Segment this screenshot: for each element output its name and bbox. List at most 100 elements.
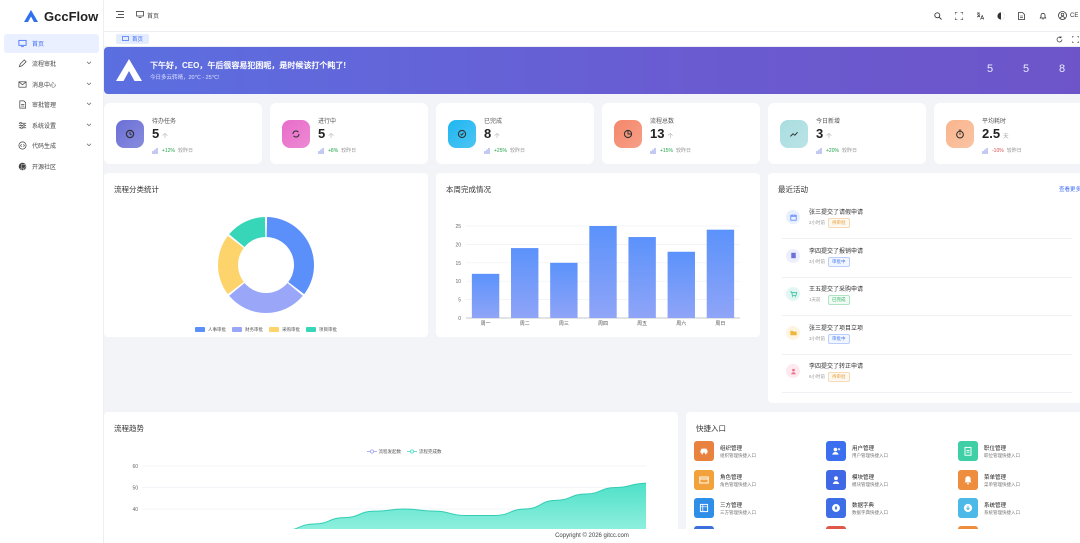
- donut-legend: 人事审批 财务审批 采购审批 项目审批: [104, 319, 428, 337]
- mail-icon: [18, 80, 27, 89]
- legend-item[interactable]: 人事审批: [195, 327, 226, 333]
- view-more-link[interactable]: 查看更多: [1059, 187, 1080, 193]
- chevron-down-icon[interactable]: [85, 80, 93, 90]
- y-tick-label: 60: [132, 464, 138, 470]
- breadcrumb-icon: [136, 11, 144, 20]
- bar[interactable]: [550, 262, 578, 318]
- legend-item[interactable]: 项目审批: [306, 327, 337, 333]
- sidebar-item-5[interactable]: 代码生成: [4, 136, 99, 155]
- quick-link[interactable]: 菜单管理 菜单管理快捷入口: [958, 469, 1078, 492]
- activity-time: 2小时前: [809, 220, 826, 225]
- chevron-down-icon[interactable]: [85, 100, 93, 110]
- activity-item[interactable]: 王五提交了采购申请 1天前 已完成: [782, 278, 1072, 316]
- clipboard-icon: [958, 441, 978, 461]
- quick-link-partial[interactable]: [826, 526, 846, 529]
- sidebar-item-6[interactable]: 开源社区: [4, 157, 99, 176]
- tab-home[interactable]: 首页: [116, 34, 150, 44]
- quick-desc: 组织管理快捷入口: [720, 453, 756, 458]
- refresh-icon[interactable]: [1054, 34, 1064, 44]
- bar[interactable]: [589, 226, 617, 318]
- quick-link[interactable]: 组织管理 组织管理快捷入口: [694, 441, 814, 463]
- legend-item[interactable]: 流程发起数: [366, 449, 401, 455]
- greeting-text: 下午好，CEO，午后很容易犯困呢，是时候该打个盹了!: [150, 61, 346, 70]
- activity-item[interactable]: 张三提交了请假申请 2小时前 待审批: [782, 201, 1072, 239]
- quick-link[interactable]: 职位管理 职位管理快捷入口: [958, 441, 1078, 463]
- sidebar-menu: 首页 流程审批消息中心审批管理系统设置 代码生成开源社区: [0, 33, 103, 176]
- status-badge: 已完成: [828, 295, 850, 305]
- chevron-down-icon[interactable]: [85, 59, 93, 69]
- x-tick-label: 周日: [715, 321, 725, 327]
- car-icon: [694, 441, 714, 461]
- donut-slice[interactable]: [229, 217, 266, 248]
- user-icon[interactable]: CE: [1058, 10, 1080, 21]
- stat-value: 13 个: [650, 126, 673, 141]
- donut-slice[interactable]: [218, 235, 244, 295]
- activity-item[interactable]: 张三提交了项目立项 3小时前 审批中: [782, 317, 1072, 355]
- chevron-down-icon[interactable]: [85, 121, 93, 131]
- sidebar-item-0[interactable]: 首页: [4, 33, 99, 53]
- folder-icon: [786, 325, 800, 340]
- document-icon: [18, 100, 27, 109]
- user-label[interactable]: CE: [1070, 12, 1079, 19]
- stat-title: 平均耗时: [982, 119, 1007, 125]
- document-icon[interactable]: [1016, 10, 1027, 21]
- bar[interactable]: [471, 273, 500, 318]
- quick-link-partial[interactable]: [958, 526, 978, 529]
- github-icon: [18, 162, 27, 171]
- activity-item[interactable]: 李四提交了报销申请 3小时前 审批中: [782, 240, 1072, 278]
- quick-link[interactable]: 系统管理 系统管理快捷入口: [958, 498, 1078, 520]
- bar[interactable]: [706, 229, 735, 318]
- receipt-icon: [786, 248, 800, 263]
- bell-icon[interactable]: [1037, 10, 1048, 21]
- bar[interactable]: [628, 237, 656, 318]
- theme-icon[interactable]: [995, 10, 1006, 21]
- sidebar-item-label: 消息中心: [32, 82, 57, 89]
- legend-item[interactable]: 财务审批: [232, 327, 263, 333]
- stat-card[interactable]: 平均耗时 2.5 天 -10% 较昨日: [934, 103, 1080, 164]
- expand-icon[interactable]: [1070, 34, 1080, 44]
- donut-slice[interactable]: [229, 282, 303, 313]
- y-tick-label: 25: [455, 224, 461, 230]
- series-line[interactable]: [284, 482, 647, 529]
- donut-slice[interactable]: [266, 217, 314, 295]
- fullscreen-icon[interactable]: [953, 10, 964, 21]
- x-tick-label: 周四: [598, 321, 608, 327]
- logo[interactable]: GccFlow: [0, 0, 103, 32]
- x-tick-label: 周一: [481, 321, 491, 327]
- quick-title: 职位管理: [984, 446, 1007, 452]
- activity-panel: 最近活动 查看更多 张三提交了请假申请 2小时前 待审批 李四提交了报销申请 3…: [768, 173, 1080, 403]
- activity-item[interactable]: 李四提交了转正申请 6小时前 待审批: [782, 355, 1072, 393]
- quick-link[interactable]: 数据字典 数据字典快捷入口: [826, 498, 946, 520]
- breadcrumb[interactable]: 首页: [147, 14, 160, 20]
- y-tick-label: 20: [455, 242, 461, 248]
- quick-link[interactable]: 角色管理 角色管理快捷入口: [694, 469, 814, 492]
- legend-item[interactable]: 采购审批: [269, 327, 300, 333]
- panel-title: 流程趋势: [114, 424, 144, 433]
- legend-item[interactable]: 流程完成数: [407, 449, 442, 455]
- quick-title: 数据字典: [852, 503, 875, 509]
- quick-link-partial[interactable]: [694, 526, 714, 529]
- sidebar-item-4[interactable]: 系统设置: [4, 116, 99, 135]
- quick-link[interactable]: 三方管理 三方管理快捷入口: [694, 498, 814, 520]
- sidebar-item-2[interactable]: 消息中心: [4, 75, 99, 94]
- search-icon[interactable]: [932, 10, 943, 21]
- bar[interactable]: [511, 248, 539, 318]
- stat-card[interactable]: 流程总数 13 个 +15% 较昨日: [602, 103, 760, 164]
- x-tick-label: 周三: [559, 321, 569, 327]
- quick-desc: 三方管理快捷入口: [720, 510, 756, 515]
- menu-toggle-icon[interactable]: [116, 11, 124, 20]
- quick-link[interactable]: 用户管理 用户管理快捷入口: [826, 441, 946, 463]
- sidebar-item-1[interactable]: 流程审批: [4, 54, 99, 73]
- sidebar-item-3[interactable]: 审批管理: [4, 95, 99, 114]
- quick-title: 角色管理: [720, 474, 743, 481]
- quick-link[interactable]: 模块管理 模块管理快捷入口: [826, 469, 946, 492]
- chevron-down-icon[interactable]: [85, 141, 93, 151]
- language-icon[interactable]: [974, 10, 985, 21]
- activity-title: 张三提交了项目立项: [809, 325, 864, 332]
- bar[interactable]: [667, 251, 695, 318]
